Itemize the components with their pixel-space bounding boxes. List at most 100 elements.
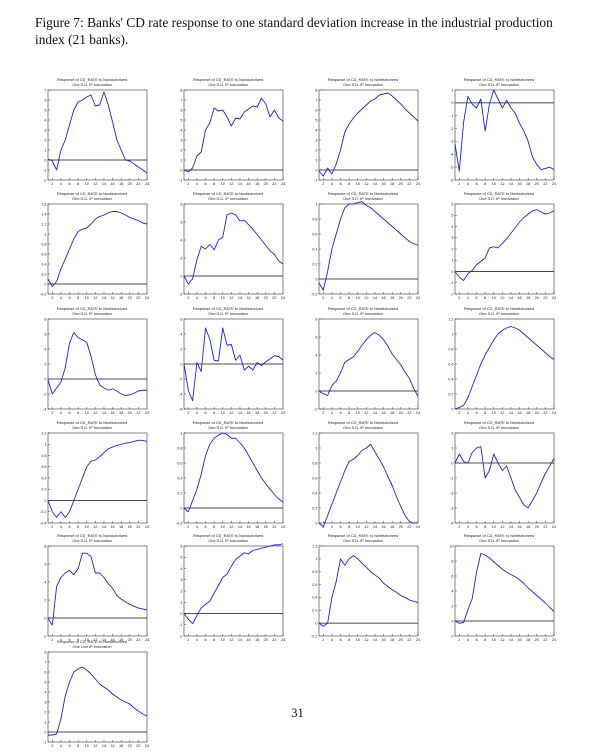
- y-tick-label: 0.6: [312, 476, 317, 480]
- x-tick-label: 2: [322, 411, 324, 415]
- response-line: [318, 332, 419, 397]
- y-tick-label: 1.2: [41, 222, 46, 226]
- y-tick-label: 1: [451, 259, 453, 263]
- x-tick-label: 2: [458, 411, 460, 415]
- x-tick-label: 8: [213, 296, 215, 300]
- x-tick-label: 20: [264, 638, 268, 642]
- x-tick-label: 16: [110, 638, 114, 642]
- x-tick-label: 20: [128, 638, 132, 642]
- x-tick-label: 18: [526, 182, 530, 186]
- y-tick-label: 2: [451, 247, 453, 251]
- y-tick-label: 2: [180, 148, 182, 152]
- y-tick-label: 0.2: [177, 491, 182, 495]
- y-tick-label: 4: [180, 238, 182, 242]
- x-tick-label: 8: [213, 638, 215, 642]
- x-tick-label: 14: [102, 296, 106, 300]
- y-tick-label: 0: [44, 282, 46, 286]
- x-tick-label: 18: [119, 411, 123, 415]
- x-tick-label: 8: [77, 744, 79, 748]
- irf-panel: Response of CD_RATE to Nonfactorized One …: [34, 77, 150, 190]
- y-tick-label: 8: [180, 88, 182, 92]
- x-tick-label: 10: [221, 525, 225, 529]
- y-tick-label: 4: [180, 128, 182, 132]
- x-tick-label: 14: [373, 411, 377, 415]
- panel-subtitle-line: One S.D. IP Innovation: [208, 424, 248, 430]
- x-tick-label: 8: [348, 525, 350, 529]
- x-tick-label: 6: [204, 411, 206, 415]
- x-tick-label: 2: [458, 638, 460, 642]
- y-tick-label: 0.6: [177, 461, 182, 465]
- response-line: [183, 97, 284, 173]
- x-tick-label: 12: [500, 638, 504, 642]
- x-tick-label: 18: [255, 182, 259, 186]
- response-line: [47, 211, 148, 287]
- y-tick-label: -1: [179, 178, 182, 182]
- plot-frame: [318, 89, 419, 181]
- x-tick-label: 22: [543, 296, 547, 300]
- response-line: [47, 552, 148, 626]
- y-tick-label: 3: [180, 138, 182, 142]
- x-tick-label: 22: [543, 411, 547, 415]
- x-tick-label: 16: [517, 296, 521, 300]
- x-tick-label: 10: [85, 411, 89, 415]
- panel-subtitle-line: One S.D. IP Innovation: [343, 81, 383, 87]
- plot-frame: [47, 89, 148, 181]
- x-tick-label: 10: [492, 182, 496, 186]
- x-tick-label: 10: [85, 638, 89, 642]
- x-tick-label: 4: [196, 638, 198, 642]
- panel-subtitle-line: One S.D. IP Innovation: [72, 424, 112, 430]
- x-tick-label: 2: [51, 296, 53, 300]
- y-tick-label: 0.4: [41, 262, 46, 266]
- y-tick-label: 6: [180, 220, 182, 224]
- x-tick-label: 10: [356, 296, 360, 300]
- x-tick-label: 4: [60, 182, 62, 186]
- y-tick-label: 4: [44, 347, 46, 351]
- y-tick-label: 0: [180, 362, 182, 366]
- x-tick-label: 14: [373, 525, 377, 529]
- y-tick-label: 2: [315, 371, 317, 375]
- y-tick-label: 8: [451, 559, 453, 563]
- x-tick-label: 16: [246, 411, 250, 415]
- y-tick-label: 0.2: [312, 506, 317, 510]
- y-tick-label: 8: [44, 650, 46, 654]
- panel-title: Response of CD_RATE to Nonfactorized One …: [305, 191, 421, 201]
- plot-frame: [183, 432, 284, 524]
- x-tick-label: 12: [93, 744, 97, 748]
- x-tick-label: 18: [390, 296, 394, 300]
- irf-panel: Response of CD_RATE to Nonfactorized One …: [305, 420, 421, 533]
- x-tick-label: 20: [399, 638, 403, 642]
- x-tick-label: 12: [93, 411, 97, 415]
- panel-title: Response of CD_RATE to Nonfactorized One …: [441, 191, 557, 201]
- y-tick-label: 1.2: [448, 317, 453, 321]
- x-tick-label: 10: [221, 296, 225, 300]
- x-tick-label: 24: [552, 411, 556, 415]
- panel-title-line: Response of CD_RATE to Nonfactorized: [327, 191, 399, 196]
- panel-title-line: Response of CD_RATE to Nonfactorized: [463, 77, 535, 82]
- x-tick-label: 14: [238, 182, 242, 186]
- x-tick-label: 6: [204, 296, 206, 300]
- x-tick-label: 6: [475, 411, 477, 415]
- x-tick-label: 16: [517, 182, 521, 186]
- x-tick-label: 20: [128, 525, 132, 529]
- x-tick-label: 6: [68, 744, 70, 748]
- y-tick-label: 0: [44, 730, 46, 734]
- x-tick-label: 18: [255, 296, 259, 300]
- y-tick-label: 0.6: [312, 583, 317, 587]
- irf-panel: Response of CD_RATE to Nonfactorized One …: [305, 191, 421, 304]
- x-tick-label: 14: [509, 525, 513, 529]
- y-tick-label: -4: [43, 407, 46, 411]
- x-tick-label: 8: [484, 296, 486, 300]
- x-tick-label: 20: [128, 744, 132, 748]
- x-tick-label: 10: [356, 411, 360, 415]
- x-tick-label: 24: [281, 525, 285, 529]
- y-tick-label: 0: [44, 616, 46, 620]
- x-tick-label: 12: [364, 182, 368, 186]
- panel-subtitle-line: One S.D. IP Innovation: [72, 81, 112, 87]
- plot-frame: [47, 651, 148, 743]
- x-tick-label: 6: [204, 182, 206, 186]
- panel-title: Response of CD_RATE to Nonfactorized One …: [170, 420, 286, 430]
- x-tick-label: 12: [500, 525, 504, 529]
- x-tick-label: 2: [51, 744, 53, 748]
- panel-subtitle-line: One S.D. IP Innovation: [479, 537, 519, 543]
